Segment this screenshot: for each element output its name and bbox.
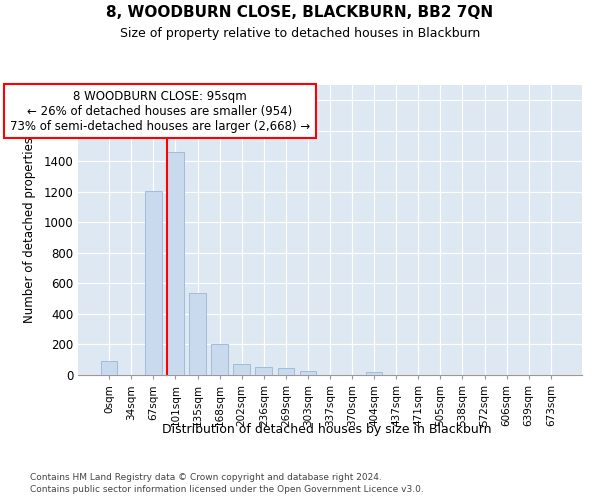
Bar [145, 191, 161, 375]
Bar [211, 344, 228, 375]
Bar [233, 364, 250, 375]
Text: Size of property relative to detached houses in Blackburn: Size of property relative to detached ho… [120, 28, 480, 40]
Bar [167, 152, 184, 375]
Bar [101, 362, 118, 375]
Text: 8, WOODBURN CLOSE, BLACKBURN, BB2 7QN: 8, WOODBURN CLOSE, BLACKBURN, BB2 7QN [106, 5, 494, 20]
Text: 8 WOODBURN CLOSE: 95sqm
← 26% of detached houses are smaller (954)
73% of semi-d: 8 WOODBURN CLOSE: 95sqm ← 26% of detache… [10, 90, 310, 132]
Bar [299, 371, 316, 375]
Text: Contains HM Land Registry data © Crown copyright and database right 2024.: Contains HM Land Registry data © Crown c… [30, 472, 382, 482]
Bar [256, 368, 272, 375]
Bar [278, 368, 294, 375]
Bar [189, 292, 206, 375]
Text: Distribution of detached houses by size in Blackburn: Distribution of detached houses by size … [162, 422, 492, 436]
Y-axis label: Number of detached properties: Number of detached properties [23, 137, 37, 323]
Bar [366, 372, 382, 375]
Text: Contains public sector information licensed under the Open Government Licence v3: Contains public sector information licen… [30, 485, 424, 494]
